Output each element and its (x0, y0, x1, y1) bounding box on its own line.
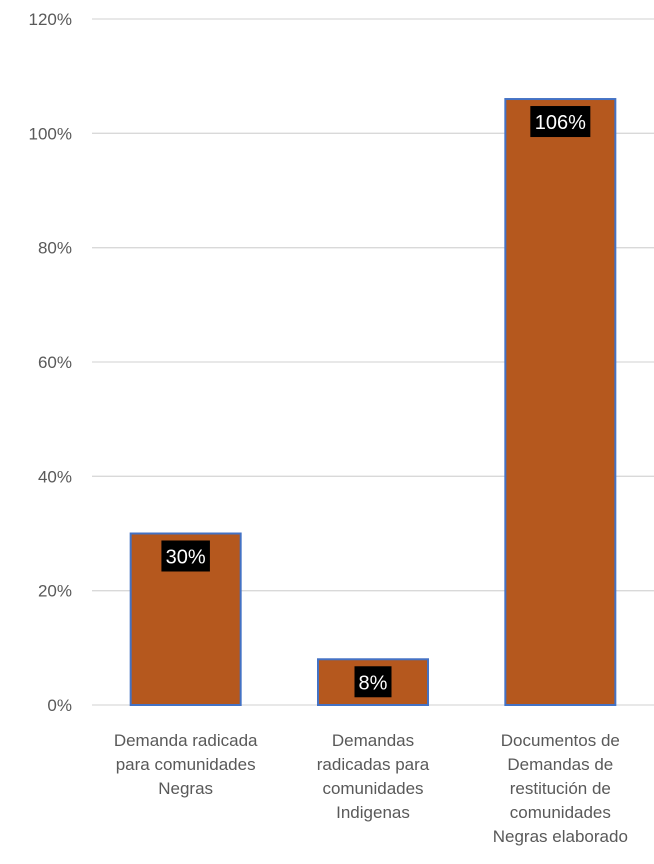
x-tick-label: Documentos de (501, 731, 620, 750)
y-tick-label: 80% (38, 239, 72, 258)
y-tick-label: 120% (29, 10, 72, 29)
x-tick-label: Negras (158, 779, 213, 798)
data-label-box (354, 666, 392, 698)
data-label-box (161, 540, 210, 572)
x-tick-label: Indigenas (336, 803, 410, 822)
x-tick-label: para comunidades (116, 755, 256, 774)
y-tick-label: 20% (38, 582, 72, 601)
y-tick-label: 60% (38, 353, 72, 372)
y-tick-label: 100% (29, 124, 72, 143)
x-tick-label: comunidades (510, 803, 611, 822)
x-tick-label: restitución de (510, 779, 611, 798)
x-tick-label: radicadas para (317, 755, 430, 774)
x-tick-label: Demandas (332, 731, 414, 750)
data-label-box (530, 106, 591, 138)
data-label: 106% (535, 112, 586, 134)
x-tick-label: comunidades (322, 779, 423, 798)
bars (129, 98, 617, 707)
x-tick-label: Demandas de (507, 755, 613, 774)
y-tick-label: 40% (38, 467, 72, 486)
x-tick-label: Negras elaborado (493, 827, 628, 846)
y-tick-label: 0% (47, 696, 72, 715)
data-label: 8% (359, 672, 388, 694)
x-axis: Demanda radicada para comunidades Negras De… (114, 731, 628, 846)
bar (504, 98, 617, 707)
y-axis: 0% 20% 40% 60% 80% 100% 120% (29, 10, 72, 715)
data-label: 30% (166, 547, 206, 569)
data-labels: 30% 8% 106% (161, 106, 591, 698)
x-tick-label: Demanda radicada (114, 731, 258, 750)
